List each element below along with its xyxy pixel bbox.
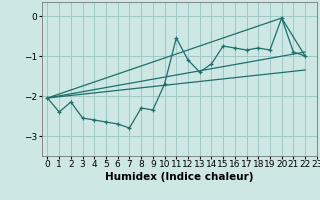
- X-axis label: Humidex (Indice chaleur): Humidex (Indice chaleur): [105, 172, 253, 182]
